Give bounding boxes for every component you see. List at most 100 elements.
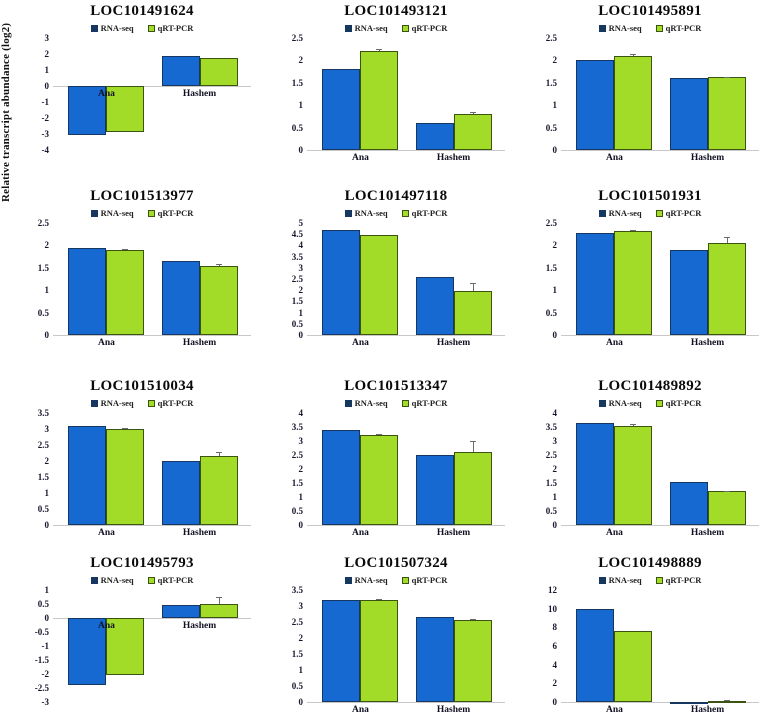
error-bar-cap (376, 598, 383, 600)
x-axis-baseline (53, 335, 251, 336)
category-label-hashem: Hashem (182, 89, 217, 99)
qrt-pcr-swatch-icon (655, 209, 663, 217)
rna-seq-swatch-icon (344, 209, 352, 217)
y-tick-label: 2 (44, 49, 50, 59)
category-label-ana: Ana (98, 338, 115, 348)
legend-label: qRT-PCR (411, 23, 448, 33)
error-bar-cap (630, 229, 637, 231)
chart-legend: RNA-seq qRT-PCR (269, 22, 523, 34)
chart-legend: RNA-seq qRT-PCR (15, 397, 269, 409)
error-bar-cap (122, 248, 129, 250)
chart-LOC101501931: LOC101501931 RNA-seq qRT-PCR 2.5 2 1.5 1 0.5 0 An… (523, 185, 777, 375)
bar-qrt-pcr-ana (360, 435, 399, 525)
error-bar-cap (723, 699, 730, 701)
legend-item-rna-seq: RNA-seq (344, 398, 388, 408)
y-tick-label: 3.5 (291, 422, 303, 432)
category-label-hashem: Hashem (436, 338, 471, 348)
y-tick-label: 10 (548, 603, 557, 614)
category-label-ana: Ana (98, 89, 115, 99)
y-tick-label: 1 (44, 285, 50, 296)
y-tick-label: 1.5 (291, 77, 303, 88)
bar-rna-seq-ana (576, 232, 615, 335)
legend-item-rna-seq: RNA-seq (344, 23, 388, 33)
rna-seq-swatch-icon (344, 399, 352, 407)
y-tick-label: 3.5 (545, 422, 557, 432)
error-bar-cap (469, 111, 476, 113)
bar-qrt-pcr-ana (106, 429, 145, 525)
plot-area: 2.5 2 1.5 1 0.5 0 Ana Hashem (23, 218, 261, 353)
chart-legend: RNA-seq qRT-PCR (269, 207, 523, 219)
chart-LOC101491624: LOC101491624 RNA-seq qRT-PCR 3 2 1 0 -1 -2 -3 -4 An… (15, 0, 269, 185)
category-label-hashem: Hashem (690, 153, 725, 163)
chart-grid: LOC101491624 RNA-seq qRT-PCR 3 2 1 0 -1 -2 -3 -4 An… (15, 0, 777, 721)
plot-area: 1 0.5 0 -0.5 -1 -1.5 -2 -2.5 -3 Ana Hashem (23, 585, 261, 720)
qrt-pcr-swatch-icon (147, 399, 155, 407)
bar-rna-seq-ana (68, 425, 107, 525)
bar-qrt-pcr-hashem (199, 456, 238, 525)
qrt-pcr-swatch-icon (655, 24, 663, 32)
bar-rna-seq-ana (322, 69, 361, 150)
plot-area: 4 3.5 3 2.5 2 1.5 1 0.5 0 Ana Hashem (531, 408, 769, 543)
y-tick-label: 1.5 (545, 77, 557, 88)
chart-title: LOC101507324 (344, 555, 448, 571)
qrt-pcr-swatch-icon (655, 576, 663, 584)
y-tick-label: 3.5 (291, 585, 303, 595)
y-tick-label: 0 (44, 330, 50, 340)
chart-title: LOC101491624 (90, 3, 194, 19)
error-bar-cap (469, 619, 476, 621)
legend-label: qRT-PCR (157, 23, 194, 33)
legend-item-qrt-pcr: qRT-PCR (655, 23, 702, 33)
chart-LOC101495891: LOC101495891 RNA-seq qRT-PCR 2.5 2 1.5 1 0.5 0 An… (523, 0, 777, 185)
y-tick-label: 2.5 (291, 33, 303, 43)
rna-seq-swatch-icon (598, 209, 606, 217)
y-tick-label: 3 (298, 262, 304, 273)
legend-item-rna-seq: RNA-seq (90, 208, 134, 218)
legend-label: RNA-seq (100, 575, 134, 585)
error-bar-cap (469, 441, 476, 442)
bar-qrt-pcr-ana (614, 55, 653, 150)
category-label-ana: Ana (352, 153, 369, 163)
y-tick-label: 0.5 (291, 122, 303, 133)
plot-area: 5 4.5 4 3.5 3 2.5 2 1.5 1 0.5 0 Ana Hashem (277, 218, 515, 353)
y-tick-label: 0 (552, 330, 558, 340)
category-label-hashem: Hashem (182, 338, 217, 348)
chart-LOC101497118: LOC101497118 RNA-seq qRT-PCR 5 4.5 4 3.5 3 2.5 2 1… (269, 185, 523, 375)
y-tick-label: 0.5 (37, 599, 49, 609)
legend-label: qRT-PCR (665, 575, 702, 585)
y-tick-label: 2 (298, 285, 304, 296)
bar-qrt-pcr-ana (614, 231, 653, 335)
y-tick-label: 1 (44, 65, 50, 75)
error-bar-cap (723, 76, 730, 78)
chart-title: LOC101493121 (344, 3, 448, 19)
legend-item-qrt-pcr: qRT-PCR (655, 398, 702, 408)
category-label-hashem: Hashem (436, 153, 471, 163)
chart-title: LOC101489892 (598, 378, 702, 394)
y-tick-label: 4.5 (291, 229, 303, 240)
bar-qrt-pcr-hashem (707, 701, 746, 704)
error-bar-cap (376, 48, 383, 50)
error-bar (633, 53, 635, 56)
y-tick-label: -3 (41, 129, 50, 139)
category-label-hashem: Hashem (182, 621, 217, 631)
error-bar (472, 441, 474, 453)
chart-LOC101498889: LOC101498889 RNA-seq qRT-PCR 12 10 8 6 4 2 0 Ana Ha… (523, 552, 777, 721)
y-tick-label: 1.5 (291, 478, 303, 488)
error-bar (726, 237, 728, 244)
legend-label: qRT-PCR (665, 23, 702, 33)
legend-label: RNA-seq (100, 398, 134, 408)
y-tick-label: 2 (44, 456, 50, 466)
y-tick-label: 2.5 (37, 218, 49, 228)
legend-label: qRT-PCR (665, 398, 702, 408)
x-axis-baseline (53, 86, 251, 87)
legend-label: RNA-seq (354, 23, 388, 33)
bar-qrt-pcr-hashem (707, 77, 746, 150)
y-tick-label: 1 (298, 100, 304, 111)
legend-label: qRT-PCR (157, 575, 194, 585)
legend-item-qrt-pcr: qRT-PCR (655, 208, 702, 218)
y-tick-label: 2 (552, 678, 558, 689)
legend-label: qRT-PCR (665, 208, 702, 218)
y-tick-label: 2.5 (545, 218, 557, 228)
y-tick-label: 4 (552, 408, 558, 418)
rna-seq-swatch-icon (90, 576, 98, 584)
category-label-ana: Ana (352, 705, 369, 715)
